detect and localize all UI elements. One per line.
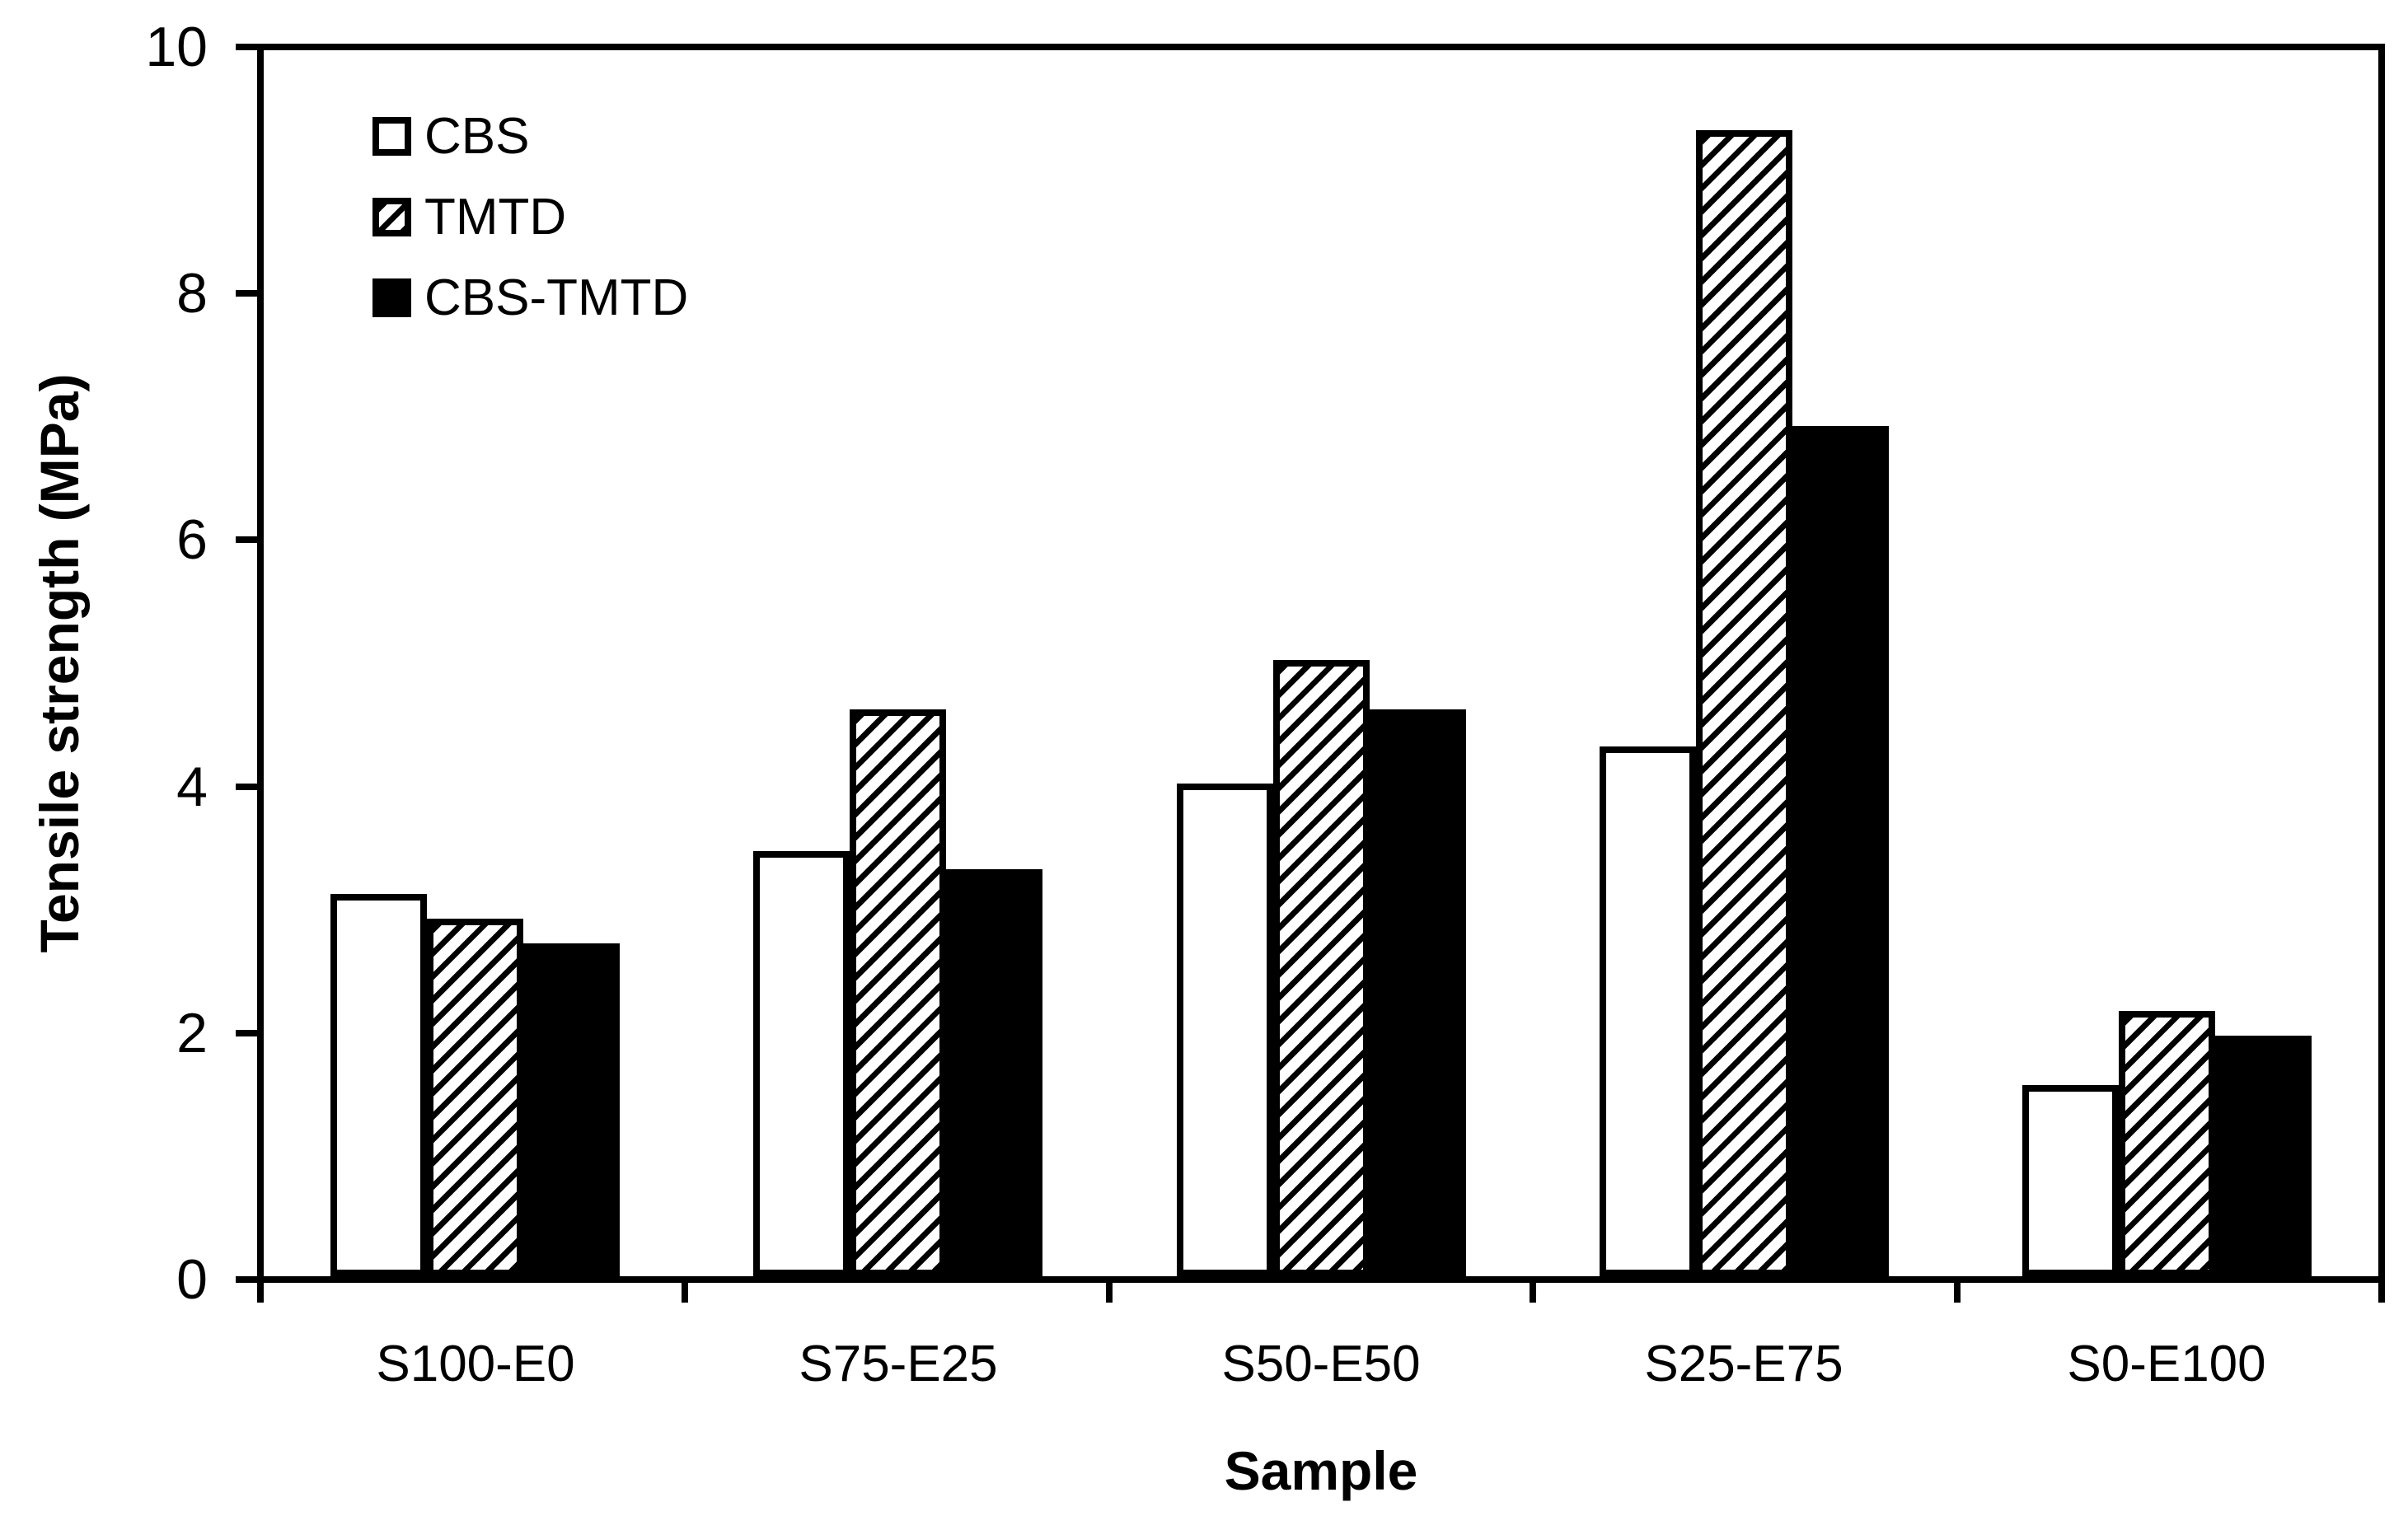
x-tick-label-s100-e0: S100-E0 [376, 1336, 575, 1392]
x-tick-mark-2 [1106, 1276, 1113, 1303]
bar-tmtd-s75-e25 [850, 709, 946, 1276]
legend-item-cbs: CBS [372, 96, 688, 176]
legend-swatch-black-icon [372, 278, 411, 317]
legend-label: TMTD [424, 188, 567, 246]
legend-swatch-hatched-icon [372, 197, 411, 236]
y-tick-label-0: 0 [176, 1248, 208, 1311]
legend-label: CBS-TMTD [424, 269, 689, 326]
bar-cbs-s25-e75 [1600, 746, 1696, 1276]
y-tick-label-8: 8 [176, 262, 208, 325]
bar-cbs-tmtd-s100-e0 [523, 943, 620, 1276]
y-tick-mark-10 [236, 44, 257, 50]
legend: CBS TMTD CBS-TMTD [372, 96, 688, 338]
x-tick-label-s50-e50: S50-E50 [1221, 1336, 1421, 1392]
x-tick-mark-3 [1530, 1276, 1536, 1303]
y-tick-mark-2 [236, 1030, 257, 1036]
x-tick-label-s0-e100: S0-E100 [2067, 1336, 2266, 1392]
legend-item-cbs-tmtd: CBS-TMTD [372, 257, 688, 338]
legend-item-tmtd: TMTD [372, 176, 688, 257]
bar-cbs-tmtd-s75-e25 [946, 869, 1042, 1276]
bar-cbs-s0-e100 [2022, 1085, 2119, 1276]
bar-cbs-s50-e50 [1177, 784, 1273, 1276]
y-tick-mark-0 [236, 1276, 257, 1283]
bar-tmtd-s0-e100 [2119, 1011, 2215, 1276]
y-tick-label-4: 4 [176, 756, 208, 818]
x-tick-label-s25-e75: S25-E75 [1644, 1336, 1843, 1392]
y-tick-mark-6 [236, 536, 257, 543]
x-tick-mark-1 [682, 1276, 688, 1303]
bar-cbs-s100-e0 [330, 894, 427, 1276]
bar-tmtd-s25-e75 [1696, 130, 1792, 1276]
y-tick-label-10: 10 [145, 16, 208, 78]
x-axis-title: Sample [1224, 1440, 1418, 1501]
legend-swatch-white-icon [372, 116, 411, 156]
bar-cbs-tmtd-s50-e50 [1370, 709, 1466, 1276]
y-tick-mark-4 [236, 784, 257, 790]
plot-area [264, 50, 2378, 1276]
y-tick-label-6: 6 [176, 508, 208, 571]
bar-tmtd-s50-e50 [1273, 660, 1370, 1276]
bar-cbs-tmtd-s0-e100 [2215, 1036, 2312, 1276]
bar-cbs-tmtd-s25-e75 [1792, 426, 1889, 1276]
x-tick-mark-5 [2378, 1276, 2385, 1303]
bar-cbs-s75-e25 [753, 851, 850, 1276]
bar-tmtd-s100-e0 [427, 919, 523, 1276]
y-axis-title: Tensile strength (MPa) [29, 373, 90, 953]
y-tick-mark-8 [236, 290, 257, 297]
x-tick-label-s75-e25: S75-E25 [799, 1336, 998, 1392]
x-tick-mark-4 [1954, 1276, 1961, 1303]
legend-label: CBS [424, 107, 530, 165]
y-tick-label-2: 2 [176, 1002, 208, 1064]
x-tick-mark-0 [257, 1276, 264, 1303]
